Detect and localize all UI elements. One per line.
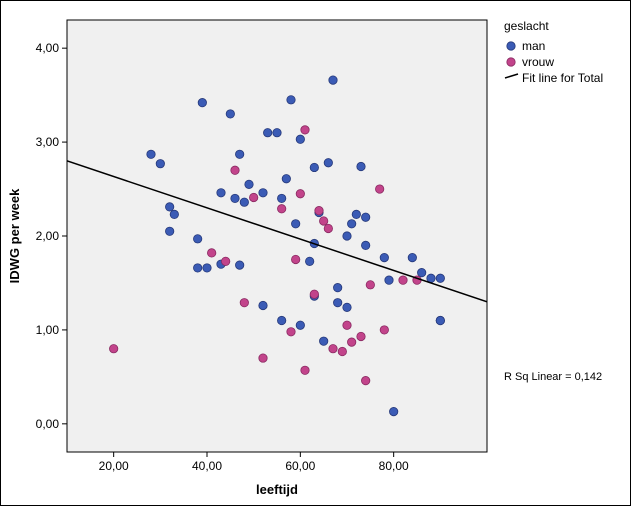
- data-point-vrouw: [343, 321, 351, 329]
- data-point-man: [259, 189, 267, 197]
- data-point-man: [263, 128, 271, 136]
- data-point-vrouw: [221, 257, 229, 265]
- data-point-vrouw: [291, 255, 299, 263]
- legend-label-fitline: Fit line for Total: [522, 71, 603, 85]
- x-tick-label: 20,00: [99, 459, 129, 473]
- data-point-man: [408, 253, 416, 261]
- data-point-man: [277, 194, 285, 202]
- data-point-man: [324, 159, 332, 167]
- data-point-man: [343, 303, 351, 311]
- data-point-man: [417, 268, 425, 276]
- data-point-man: [240, 198, 248, 206]
- data-point-vrouw: [315, 206, 323, 214]
- data-point-vrouw: [399, 276, 407, 284]
- data-point-man: [277, 316, 285, 324]
- data-point-vrouw: [361, 376, 369, 384]
- data-point-vrouw: [109, 344, 117, 352]
- data-point-vrouw: [310, 290, 318, 298]
- data-point-man: [310, 163, 318, 171]
- data-point-man: [361, 241, 369, 249]
- data-point-man: [156, 159, 164, 167]
- data-point-man: [296, 135, 304, 143]
- x-axis-label: leeftijd: [256, 482, 298, 497]
- data-point-man: [231, 194, 239, 202]
- x-tick-label: 60,00: [285, 459, 315, 473]
- data-point-man: [389, 407, 397, 415]
- data-point-man: [361, 213, 369, 221]
- legend-label-man: man: [522, 39, 545, 53]
- y-axis-label: IDWG per week: [7, 188, 22, 283]
- legend-marker-man: [507, 42, 515, 50]
- data-point-man: [296, 321, 304, 329]
- data-point-man: [170, 210, 178, 218]
- data-point-vrouw: [324, 224, 332, 232]
- y-tick-label: 4,00: [36, 41, 60, 55]
- data-point-vrouw: [301, 366, 309, 374]
- y-tick-label: 2,00: [36, 229, 60, 243]
- legend-marker-fitline: [505, 74, 518, 78]
- data-point-vrouw: [277, 205, 285, 213]
- data-point-man: [282, 175, 290, 183]
- data-point-vrouw: [296, 190, 304, 198]
- chart-svg: 20,00 40,00 60,00 80,00 0,00 1,00 2,00 3,00 4,00…: [0, 0, 631, 506]
- data-point-man: [333, 283, 341, 291]
- data-point-vrouw: [329, 344, 337, 352]
- data-point-man: [259, 301, 267, 309]
- data-point-man: [380, 253, 388, 261]
- data-point-man: [235, 150, 243, 158]
- data-point-man: [319, 337, 327, 345]
- data-point-man: [357, 162, 365, 170]
- data-point-vrouw: [366, 281, 374, 289]
- data-point-vrouw: [207, 249, 215, 257]
- legend-label-vrouw: vrouw: [522, 55, 554, 69]
- data-point-man: [343, 232, 351, 240]
- data-point-man: [165, 203, 173, 211]
- data-point-man: [385, 276, 393, 284]
- data-point-man: [245, 180, 253, 188]
- data-point-man: [333, 298, 341, 306]
- legend-title: geslacht: [504, 19, 549, 33]
- data-point-vrouw: [240, 298, 248, 306]
- scatter-chart: 20,00 40,00 60,00 80,00 0,00 1,00 2,00 3,00 4,00…: [0, 0, 631, 506]
- plot-area: [67, 20, 487, 452]
- data-point-man: [226, 110, 234, 118]
- data-point-man: [352, 210, 360, 218]
- data-point-vrouw: [319, 217, 327, 225]
- data-point-vrouw: [249, 193, 257, 201]
- data-point-man: [235, 261, 243, 269]
- data-point-vrouw: [357, 332, 365, 340]
- x-tick-label: 80,00: [379, 459, 409, 473]
- data-point-man: [347, 220, 355, 228]
- data-point-man: [436, 316, 444, 324]
- data-point-vrouw: [259, 354, 267, 362]
- data-point-man: [291, 220, 299, 228]
- data-point-vrouw: [375, 185, 383, 193]
- data-point-man: [305, 257, 313, 265]
- data-point-man: [193, 235, 201, 243]
- data-point-man: [198, 98, 206, 106]
- y-tick-label: 1,00: [36, 323, 60, 337]
- legend-marker-vrouw: [507, 58, 515, 66]
- data-point-man: [193, 264, 201, 272]
- data-point-man: [217, 189, 225, 197]
- data-point-vrouw: [380, 326, 388, 334]
- data-point-vrouw: [338, 347, 346, 355]
- data-point-vrouw: [301, 126, 309, 134]
- data-point-man: [273, 128, 281, 136]
- data-point-vrouw: [287, 328, 295, 336]
- data-point-man: [147, 150, 155, 158]
- data-point-man: [165, 227, 173, 235]
- data-point-vrouw: [231, 166, 239, 174]
- x-tick-label: 40,00: [192, 459, 222, 473]
- data-point-man: [203, 264, 211, 272]
- data-point-vrouw: [347, 338, 355, 346]
- data-point-man: [436, 274, 444, 282]
- data-point-man: [287, 96, 295, 104]
- rsq-annotation: R Sq Linear = 0,142: [504, 371, 602, 383]
- y-tick-label: 3,00: [36, 135, 60, 149]
- y-tick-label: 0,00: [36, 417, 60, 431]
- data-point-man: [329, 76, 337, 84]
